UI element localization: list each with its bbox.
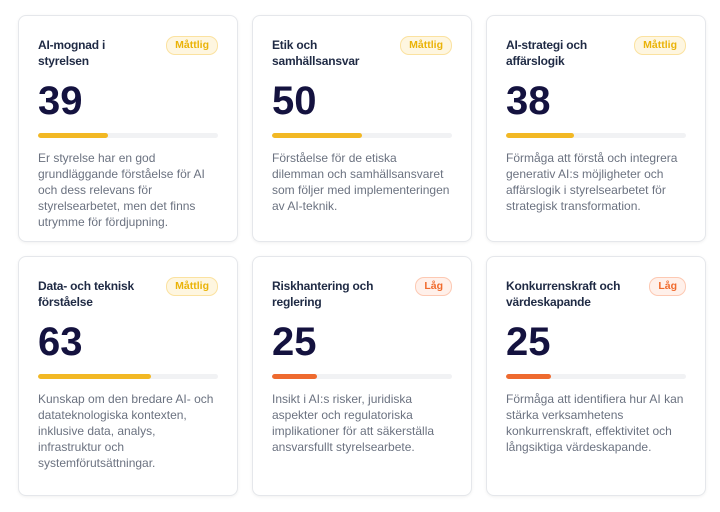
progress-bar <box>506 133 686 138</box>
progress-fill <box>272 133 362 138</box>
score-card: Konkurrenskraft och värdeskapande Låg 25… <box>486 256 706 496</box>
card-title: Etik och samhällsansvar <box>272 38 360 68</box>
card-header: Data- och teknisk förståelse Måttlig <box>38 277 218 310</box>
level-badge: Måttlig <box>400 36 452 55</box>
progress-bar <box>38 133 218 138</box>
progress-fill <box>38 133 109 138</box>
score-value: 63 <box>38 320 83 364</box>
score-card-grid: AI-mognad i styrelsen Måttlig 39 Er styr… <box>18 15 706 496</box>
level-badge: Låg <box>415 277 452 296</box>
progress-bar <box>38 374 218 379</box>
card-description: Förmåga att identifiera hur AI kan stärk… <box>506 392 684 454</box>
card-title: AI-strategi och affärslogik <box>506 38 588 68</box>
score-value: 50 <box>272 79 317 123</box>
card-title: AI-mognad i styrelsen <box>38 38 106 68</box>
card-description: Insikt i AI:s risker, juridiska aspekter… <box>272 392 435 454</box>
card-title: Data- och teknisk förståelse <box>38 279 134 309</box>
progress-bar <box>272 133 452 138</box>
score-card: Data- och teknisk förståelse Måttlig 63 … <box>18 256 238 496</box>
score-card: Riskhantering och reglering Låg 25 Insik… <box>252 256 472 496</box>
progress-bar <box>272 374 452 379</box>
level-badge: Måttlig <box>634 36 686 55</box>
score-value: 38 <box>506 79 551 123</box>
score-value: 25 <box>506 320 551 364</box>
progress-fill <box>272 374 317 379</box>
level-badge: Låg <box>649 277 686 296</box>
card-description: Förståelse för de etiska dilemman och sa… <box>272 151 450 213</box>
level-badge: Måttlig <box>166 277 218 296</box>
card-header: AI-strategi och affärslogik Måttlig <box>506 36 686 69</box>
card-header: Etik och samhällsansvar Måttlig <box>272 36 452 69</box>
card-header: AI-mognad i styrelsen Måttlig <box>38 36 218 69</box>
score-card: AI-mognad i styrelsen Måttlig 39 Er styr… <box>18 15 238 242</box>
card-description: Kunskap om den bredare AI- och datatekno… <box>38 392 214 470</box>
progress-bar <box>506 374 686 379</box>
score-value: 25 <box>272 320 317 364</box>
card-description: Förmåga att förstå och integrera generat… <box>506 151 678 213</box>
progress-fill <box>38 374 152 379</box>
score-card: Etik och samhällsansvar Måttlig 50 Först… <box>252 15 472 242</box>
score-value: 39 <box>38 79 83 123</box>
progress-fill <box>506 133 575 138</box>
card-header: Riskhantering och reglering Låg <box>272 277 452 310</box>
card-description: Er styrelse har en god grundläggande för… <box>38 151 205 229</box>
score-card: AI-strategi och affärslogik Måttlig 38 F… <box>486 15 706 242</box>
level-badge: Måttlig <box>166 36 218 55</box>
card-title: Konkurrenskraft och värdeskapande <box>506 279 621 309</box>
progress-fill <box>506 374 551 379</box>
card-header: Konkurrenskraft och värdeskapande Låg <box>506 277 686 310</box>
card-title: Riskhantering och reglering <box>272 279 374 309</box>
